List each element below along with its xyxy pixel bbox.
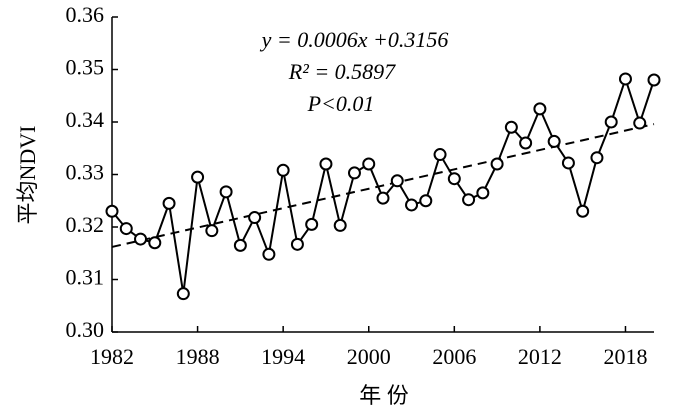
annotation: P<0.01	[307, 91, 375, 116]
data-point	[119, 222, 133, 236]
data-point	[576, 204, 590, 218]
data-point	[390, 174, 404, 188]
annotation: y = 0.0006x +0.3156	[260, 27, 449, 52]
data-point	[290, 237, 304, 251]
data-point	[590, 151, 604, 165]
data-point	[276, 163, 290, 177]
x-tick-label: 2018	[603, 344, 647, 369]
y-tick-label: 0.30	[66, 317, 105, 342]
data-point	[476, 186, 490, 200]
y-tick-label: 0.36	[66, 2, 105, 27]
data-point	[305, 217, 319, 231]
data-point	[362, 157, 376, 171]
data-point	[248, 211, 262, 225]
data-point	[205, 224, 219, 238]
y-tick-label: 0.32	[66, 212, 105, 237]
data-point	[633, 116, 647, 130]
trend-line	[111, 123, 655, 248]
data-point	[533, 102, 547, 116]
y-tick-label: 0.34	[66, 107, 105, 132]
data-point	[604, 115, 618, 129]
data-point	[647, 73, 661, 87]
data-point	[504, 120, 518, 134]
data-point	[233, 238, 247, 252]
x-tick-label: 1994	[261, 344, 305, 369]
x-tick-label: 2012	[518, 344, 562, 369]
data-point	[262, 247, 276, 261]
data-point	[191, 170, 205, 184]
y-tick-label: 0.33	[66, 160, 105, 185]
data-point	[405, 198, 419, 212]
data-point	[462, 193, 476, 207]
x-tick-label: 2006	[432, 344, 476, 369]
data-point	[162, 196, 176, 210]
data-point	[447, 172, 461, 186]
x-axis-label: 年 份	[359, 383, 409, 408]
y-axis-label: 平均NDVI	[15, 126, 40, 225]
data-point	[490, 157, 504, 171]
data-point	[519, 136, 533, 150]
y-tick-label: 0.35	[66, 55, 105, 80]
data-point	[333, 218, 347, 232]
y-tick-label: 0.31	[66, 265, 105, 290]
data-point	[376, 191, 390, 205]
data-point	[561, 156, 575, 170]
data-point	[319, 157, 333, 171]
data-point	[134, 232, 148, 246]
data-point	[176, 287, 190, 301]
data-point	[419, 194, 433, 208]
annotation: R² = 0.5897	[288, 59, 396, 84]
x-tick-label: 2000	[347, 344, 391, 369]
x-tick-label: 1988	[176, 344, 220, 369]
x-tick-label: 1982	[90, 344, 134, 369]
data-point	[219, 185, 233, 199]
data-point	[618, 72, 632, 86]
data-point	[433, 148, 447, 162]
data-point	[148, 236, 162, 250]
data-point	[105, 204, 119, 218]
data-point	[347, 166, 361, 180]
data-point	[547, 134, 561, 148]
